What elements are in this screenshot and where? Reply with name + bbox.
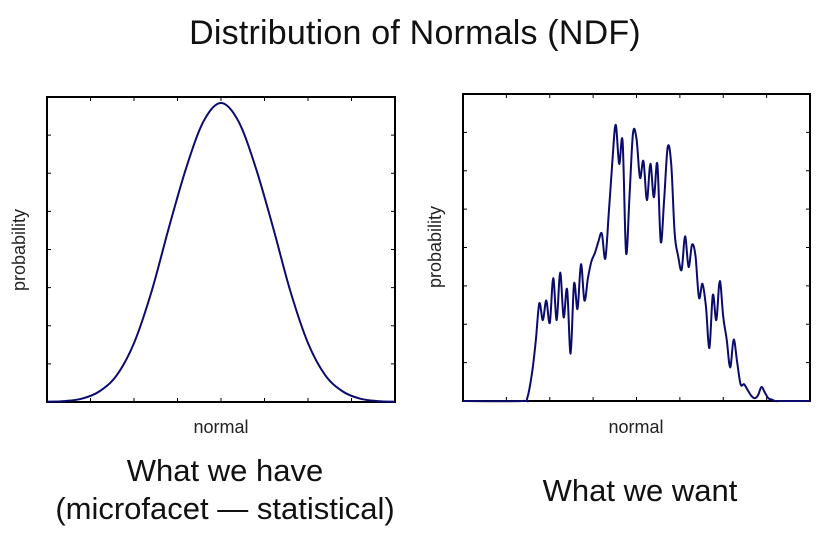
- plot-area: [462, 93, 811, 403]
- y-axis-label: probability: [9, 209, 29, 291]
- series-line: [46, 101, 396, 403]
- y-axis-label: probability: [425, 206, 445, 288]
- caption-right: What we want: [542, 473, 738, 508]
- plot-frame: [46, 96, 396, 403]
- ticks: [47, 97, 395, 402]
- caption-left: What we have (microfacet — statistical): [0, 452, 450, 528]
- slide-title: Distribution of Normals (NDF): [189, 14, 641, 52]
- x-axis-label: normal: [193, 417, 248, 437]
- ticks: [463, 94, 810, 401]
- chart-left: normal probability: [9, 96, 396, 437]
- caption-left-line2: (microfacet — statistical): [55, 491, 395, 526]
- plot-area: [46, 96, 396, 403]
- x-axis-label: normal: [608, 417, 663, 437]
- chart-right: normal probability: [425, 93, 811, 437]
- caption-left-line1: What we have: [126, 453, 324, 488]
- series-line: [462, 123, 810, 403]
